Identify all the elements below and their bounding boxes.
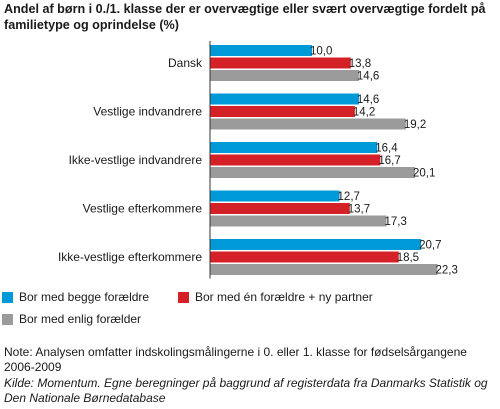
value-label-ikke-vestlige-indvandrere-series-3: 20,1	[413, 168, 435, 180]
bar-ikke-vestlige-efterkommere-series-2	[210, 251, 399, 263]
legend-label-1: Bor med begge forældre	[19, 290, 150, 304]
legend-item-2: Bor med én forældre + ny partner	[178, 290, 373, 304]
bar-vestlige-efterkommere-series-1	[210, 190, 340, 202]
bar-vestlige-indvandrere-series-2	[210, 106, 355, 117]
category-label-vestlige-efterkommere: Vestlige efterkommere	[83, 202, 203, 216]
category-label-ikke-vestlige-indvandrere: Ikke-vestlige indvandrere	[69, 153, 203, 167]
value-label-ikke-vestlige-efterkommere-series-2: 18,5	[397, 252, 419, 264]
value-label-dansk-series-3: 14,6	[357, 71, 379, 83]
legend-item-3: Bor med enlig forælder	[2, 312, 141, 326]
value-label-ikke-vestlige-indvandrere-series-1: 16,4	[375, 143, 398, 155]
bar-dansk-series-2	[210, 57, 351, 69]
bar-ikke-vestlige-efterkommere-series-1	[210, 239, 422, 250]
value-label-vestlige-indvandrere-series-3: 19,2	[404, 119, 426, 131]
value-label-vestlige-efterkommere-series-3: 17,3	[384, 216, 406, 228]
category-label-vestlige-indvandrere: Vestlige indvandrere	[93, 105, 202, 119]
chart-title: Andel af børn i 0./1. klasse der er over…	[4, 2, 486, 32]
chart-source: Kilde: Momentum. Egne beregninger på bag…	[4, 376, 488, 405]
chart-note: Note: Analysen omfatter indskolingsmålin…	[4, 345, 467, 374]
value-label-vestlige-indvandrere-series-2: 14,2	[353, 107, 375, 119]
legend-swatch-2	[178, 291, 189, 303]
bar-ikke-vestlige-indvandrere-series-3	[210, 167, 416, 178]
chart-legend: Bor med begge forældre Bor med én forældr…	[2, 290, 498, 334]
legend-swatch-1	[2, 291, 13, 303]
bar-vestlige-indvandrere-series-1	[210, 93, 359, 105]
value-label-ikke-vestlige-indvandrere-series-2: 16,7	[378, 155, 400, 167]
legend-swatch-3	[2, 313, 13, 325]
category-label-ikke-vestlige-efterkommere: Ikke-vestlige efterkommere	[58, 250, 202, 264]
legend-label-3: Bor med enlig forælder	[19, 312, 142, 326]
value-label-vestlige-efterkommere-series-2: 13,7	[348, 204, 370, 216]
bar-ikke-vestlige-indvandrere-series-2	[210, 154, 381, 166]
bar-dansk-series-1	[210, 45, 312, 56]
bar-ikke-vestlige-indvandrere-series-1	[210, 142, 378, 153]
legend-label-2: Bor med én forældre + ny partner	[195, 290, 373, 304]
bar-vestlige-efterkommere-series-2	[210, 203, 350, 214]
value-label-vestlige-indvandrere-series-1: 14,6	[357, 94, 379, 106]
category-label-dansk: Dansk	[168, 56, 203, 70]
bar-vestlige-efterkommere-series-3	[210, 215, 387, 227]
bar-vestlige-indvandrere-series-3	[210, 118, 406, 130]
legend-item-1: Bor med begge forældre	[2, 290, 149, 304]
value-label-dansk-series-1: 10,0	[310, 46, 332, 58]
bar-ikke-vestlige-efterkommere-series-3	[210, 264, 438, 275]
value-label-ikke-vestlige-efterkommere-series-3: 22,3	[435, 265, 457, 277]
value-label-vestlige-efterkommere-series-1: 12,7	[338, 191, 360, 203]
bar-dansk-series-3	[210, 70, 359, 81]
value-label-dansk-series-2: 13,8	[349, 58, 371, 70]
value-label-ikke-vestlige-efterkommere-series-1: 20,7	[419, 240, 441, 252]
